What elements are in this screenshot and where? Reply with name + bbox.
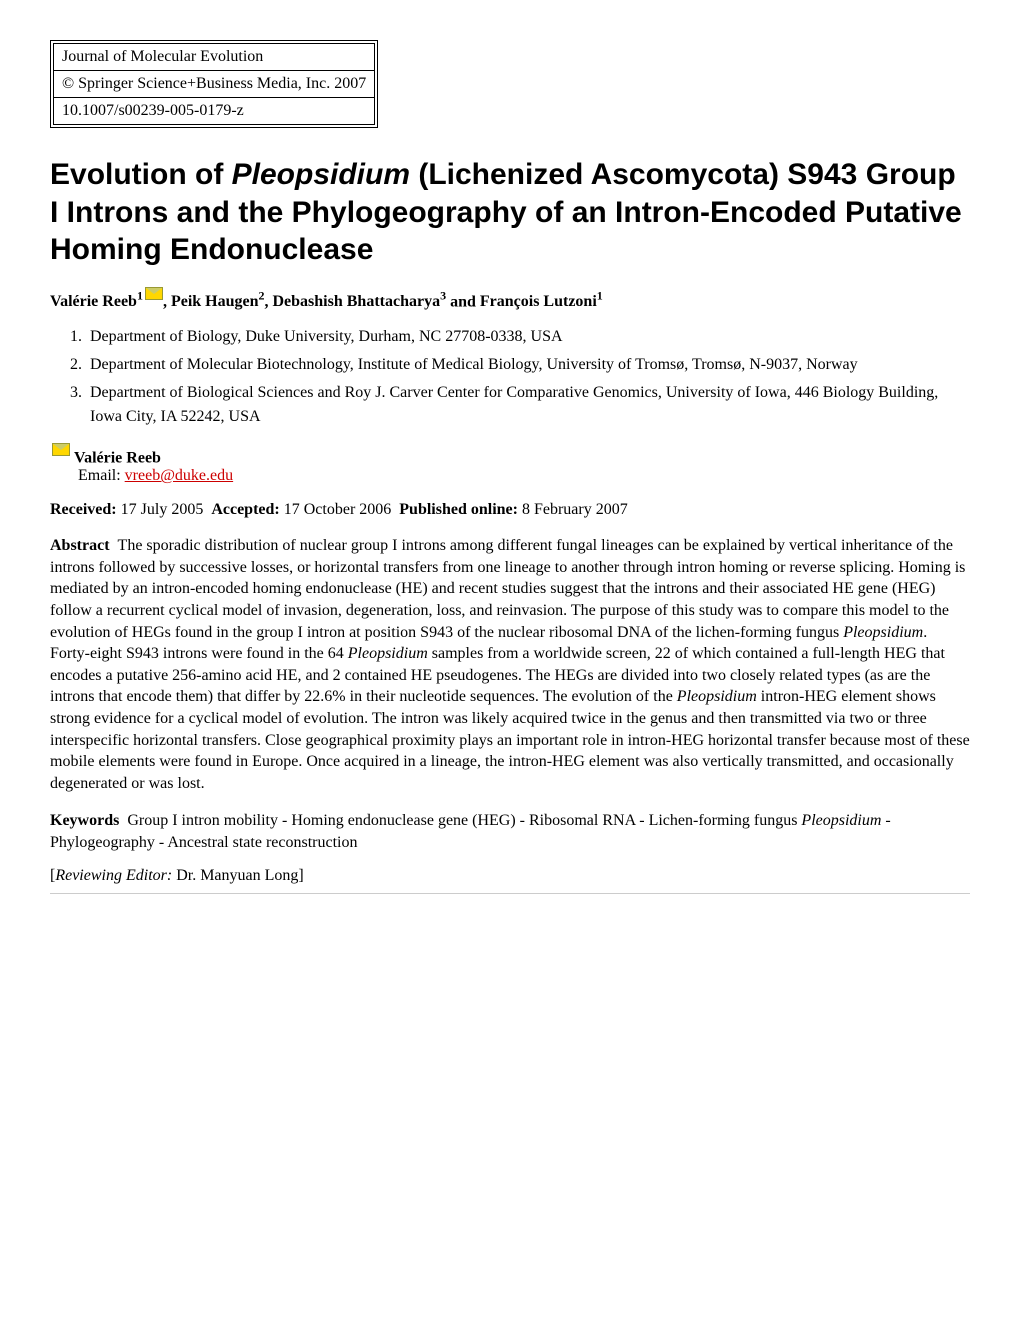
author: François Lutzoni1 xyxy=(480,293,603,310)
affiliation-list: Department of Biology, Duke University, … xyxy=(50,325,970,429)
divider xyxy=(50,893,970,894)
email-label: Email: xyxy=(78,467,121,484)
abstract: Abstract The sporadic distribution of nu… xyxy=(50,535,970,794)
abstract-italic: Pleopsidium xyxy=(843,624,923,641)
corresponding-author: Valérie Reeb Email: vreeb@duke.edu xyxy=(50,443,970,485)
abstract-label: Abstract xyxy=(50,537,110,554)
doi: 10.1007/s00239-005-0179-z xyxy=(54,98,374,124)
journal-name: Journal of Molecular Evolution xyxy=(54,44,374,71)
abstract-italic: Pleopsidium xyxy=(348,645,428,662)
journal-meta-box: Journal of Molecular Evolution © Springe… xyxy=(50,40,378,128)
title-pre: Evolution of xyxy=(50,158,232,191)
received-date: 17 July 2005 xyxy=(121,501,204,518)
corresponding-name: Valérie Reeb xyxy=(74,449,161,466)
keywords: Keywords Group I intron mobility - Homin… xyxy=(50,810,970,853)
accepted-label: Accepted: xyxy=(211,501,279,518)
keywords-label: Keywords xyxy=(50,812,119,829)
title-italic: Pleopsidium xyxy=(232,158,410,191)
abstract-text: The sporadic distribution of nuclear gro… xyxy=(50,537,965,640)
affiliation: Department of Biological Sciences and Ro… xyxy=(86,381,970,429)
author: Peik Haugen2 xyxy=(171,293,265,310)
affiliation: Department of Molecular Biotechnology, I… xyxy=(86,353,970,377)
email-link[interactable]: vreeb@duke.edu xyxy=(125,467,233,484)
article-title: Evolution of Pleopsidium (Lichenized Asc… xyxy=(50,156,970,269)
affiliation: Department of Biology, Duke University, … xyxy=(86,325,970,349)
editor-name: Dr. Manyuan Long xyxy=(176,867,298,884)
reviewing-editor: [Reviewing Editor: Dr. Manyuan Long] xyxy=(50,867,970,885)
keywords-text: Group I intron mobility - Homing endonuc… xyxy=(127,812,801,829)
publication-dates: Received: 17 July 2005 Accepted: 17 Octo… xyxy=(50,501,970,519)
editor-label: Reviewing Editor: xyxy=(55,867,172,884)
mail-icon xyxy=(52,443,70,456)
accepted-date: 17 October 2006 xyxy=(284,501,392,518)
abstract-italic: Pleopsidium xyxy=(677,688,757,705)
copyright: © Springer Science+Business Media, Inc. … xyxy=(54,71,374,98)
published-label: Published online: xyxy=(399,501,518,518)
author: Valérie Reeb1 xyxy=(50,293,163,310)
keywords-italic: Pleopsidium xyxy=(801,812,881,829)
published-date: 8 February 2007 xyxy=(522,501,628,518)
received-label: Received: xyxy=(50,501,117,518)
author-list: Valérie Reeb1, Peik Haugen2, Debashish B… xyxy=(50,287,970,311)
mail-icon[interactable] xyxy=(145,287,163,300)
author: Debashish Bhattacharya3 xyxy=(273,293,447,310)
